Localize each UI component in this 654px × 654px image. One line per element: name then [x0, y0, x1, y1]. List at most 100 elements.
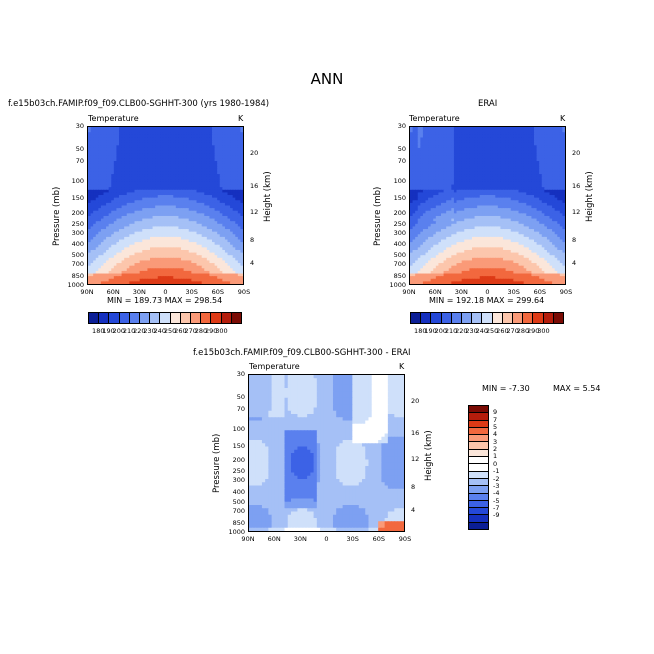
panel1-cell: [139, 257, 143, 262]
panel1-cell: [95, 140, 99, 144]
panel1-cell: [196, 278, 200, 282]
panel1-cell: [212, 255, 216, 259]
panel2-cell: [417, 155, 421, 159]
panel1-cell: [98, 208, 102, 212]
panel1-cell: [206, 244, 211, 248]
panel2-cell: [466, 132, 471, 136]
panel1-cell: [230, 166, 234, 170]
panel1-cell: [168, 189, 172, 194]
panel1-cell: [209, 150, 213, 154]
panel1-cell: [191, 221, 195, 225]
panel2-cell: [515, 179, 520, 183]
panel1-cell: [144, 226, 149, 230]
panel2-cell: [523, 147, 527, 152]
panel2-cell: [505, 142, 509, 146]
panel2-cell: [495, 158, 499, 162]
panel1-cell: [227, 129, 231, 133]
panel1-cell: [165, 145, 169, 149]
panel1-cell: [116, 281, 120, 284]
panel1-colorbar: [88, 312, 242, 324]
panel1-units: K: [238, 114, 244, 123]
panel1-cell: [113, 174, 118, 178]
panel1-cell: [106, 215, 110, 220]
panel1-cell: [152, 244, 156, 248]
panel1-cell: [134, 163, 138, 167]
panel1-cell: [181, 278, 185, 282]
panel1-cell: [219, 234, 223, 238]
panel2-cell: [474, 127, 478, 131]
panel2-cell: [544, 176, 548, 180]
panel1-cell: [188, 132, 192, 136]
panel1-cell: [219, 226, 223, 230]
panel2-cell: [541, 140, 545, 144]
panel1-cell: [150, 161, 154, 165]
panel2-cell: [482, 137, 486, 141]
panel2-cell: [417, 158, 421, 162]
panel2-cell: [469, 142, 473, 146]
panel2-cell: [521, 171, 525, 175]
panel2-cell: [492, 174, 496, 178]
panel1-cell: [214, 140, 218, 144]
panel1-cell: [191, 189, 195, 194]
panel1-cell: [206, 213, 211, 217]
panel1-cell: [201, 242, 205, 246]
panel1-cell: [124, 252, 128, 256]
panel1-cell: [183, 142, 187, 146]
panel2-cell: [544, 179, 548, 183]
panel1-cell: [165, 265, 169, 269]
panel1-cell: [222, 263, 226, 267]
panel1-cell: [162, 137, 167, 141]
panel2-cell: [521, 176, 525, 180]
panel1-cell: [222, 163, 226, 167]
panel1-cell: [183, 263, 187, 267]
panel1-cell: [230, 208, 234, 212]
panel1-cell: [150, 150, 154, 154]
panel2-cell: [474, 176, 478, 180]
panel1-cell: [217, 223, 221, 228]
panel1-cell: [235, 252, 239, 256]
panel1-cell: [160, 260, 164, 264]
panel1-cell: [193, 145, 198, 149]
panel2-cell: [518, 176, 522, 180]
panel1-cell: [212, 187, 216, 191]
panel1-cell: [217, 132, 221, 136]
panel1-cell: [103, 168, 107, 173]
panel1-cell: [199, 221, 203, 225]
panel1-cell: [137, 236, 141, 241]
panel1-cell: [168, 158, 172, 162]
panel2-cell: [497, 168, 502, 173]
panel1-cell: [144, 244, 149, 248]
panel2-cell: [474, 168, 478, 173]
panel1-cell: [214, 189, 218, 194]
panel1-cell: [183, 187, 187, 191]
panel2-cell: [448, 179, 452, 183]
panel1-cell: [175, 171, 180, 175]
panel1-cell: [206, 163, 211, 167]
panel1-cell: [206, 168, 211, 173]
panel1-cell: [90, 176, 94, 180]
panel1-cell: [147, 252, 151, 256]
panel1-cell: [209, 176, 213, 180]
panel1-cell: [155, 218, 159, 222]
panel1-cell: [227, 132, 231, 136]
panel1-cell: [224, 255, 229, 259]
panel2-cell: [474, 155, 478, 159]
panel1-cell: [230, 202, 234, 207]
panel1-cell: [181, 276, 185, 280]
panel1-cell: [222, 236, 226, 241]
panel1-cell: [139, 161, 143, 165]
panel2-cell: [412, 132, 416, 136]
panel1-cell: [116, 268, 120, 272]
panel1-cell: [155, 134, 159, 139]
panel1-cell: [183, 137, 187, 141]
panel2-cell: [464, 163, 468, 167]
panel1-cell: [147, 174, 151, 178]
panel1-cell: [131, 270, 136, 275]
panel1-cell: [111, 213, 115, 217]
panel1-cell: [150, 181, 154, 186]
panel1-cell: [111, 223, 115, 228]
panel2-cell: [546, 163, 551, 167]
panel1-cell: [147, 197, 151, 201]
panel1-cell: [204, 226, 208, 230]
panel1-cell: [186, 155, 190, 159]
